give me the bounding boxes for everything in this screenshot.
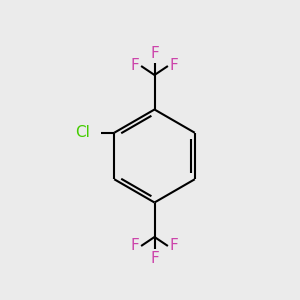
Text: F: F <box>130 58 139 74</box>
Text: Cl: Cl <box>76 125 91 140</box>
Text: F: F <box>170 58 179 74</box>
Text: F: F <box>150 251 159 266</box>
Text: F: F <box>170 238 179 253</box>
Text: F: F <box>130 238 139 253</box>
Text: F: F <box>150 46 159 61</box>
